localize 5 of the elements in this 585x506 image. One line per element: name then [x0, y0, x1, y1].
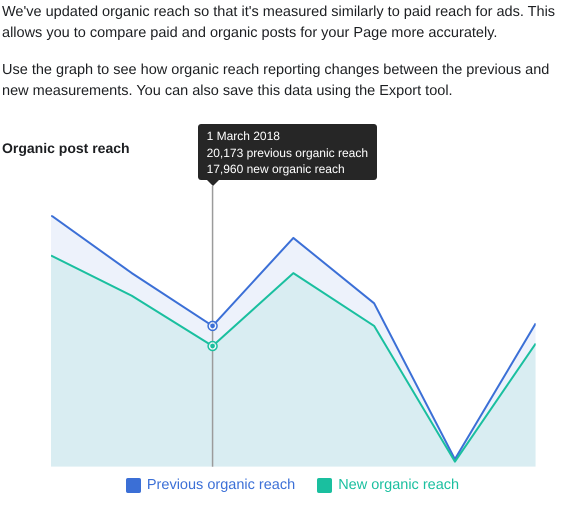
legend-label: Previous organic reach	[146, 477, 296, 493]
chart-title: Organic post reach	[2, 139, 130, 158]
legend-label: New organic reach	[338, 477, 460, 493]
tooltip: 1 March 2018 20,173 previous organic reach 17,960 new organic reach	[198, 124, 377, 186]
text: We've updated organic reach so that it's measured similarly to paid reach for ads. This allows you to compare paid and organic posts for your Page more accurately. Use the graph to see how organic reach reporting changes between the previous and new measurements. You can also save this data using the Export tool.	[2, 4, 556, 98]
